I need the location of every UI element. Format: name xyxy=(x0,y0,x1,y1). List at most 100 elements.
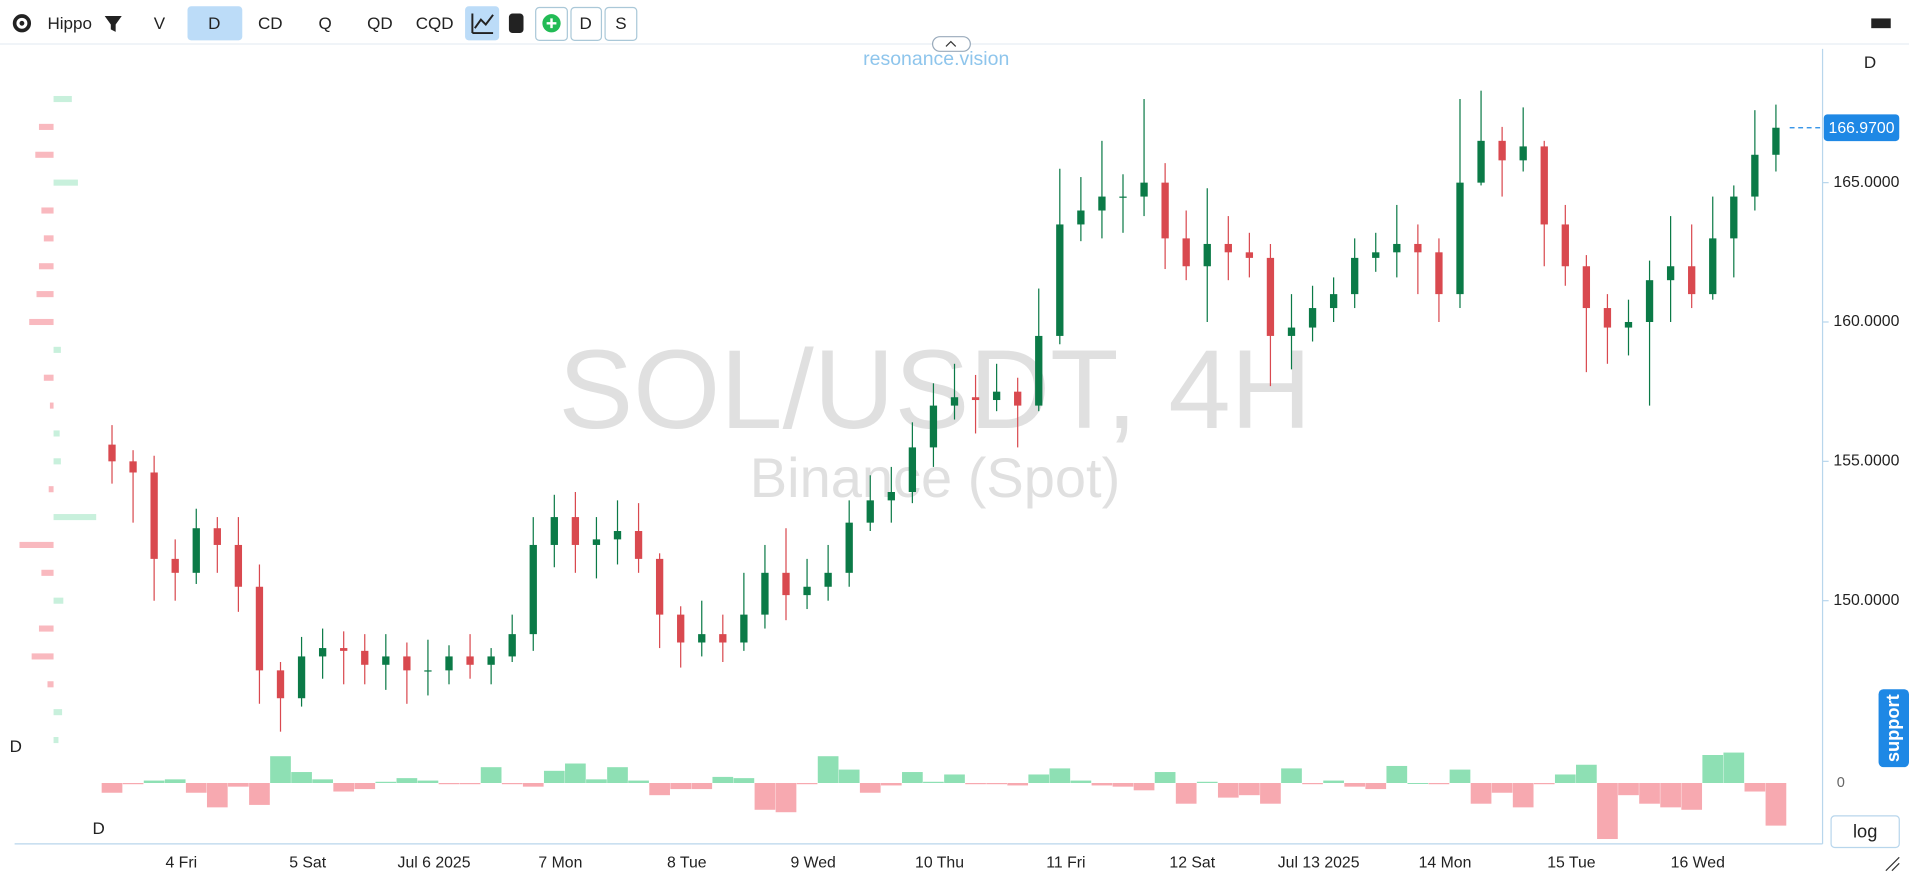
profile-bar xyxy=(43,235,54,242)
tag-label[interactable]: S xyxy=(615,14,626,33)
candle-body xyxy=(171,558,179,573)
timeframe-tab[interactable]: CD xyxy=(258,14,283,33)
candle-body xyxy=(1751,154,1759,197)
delta-bar xyxy=(1723,752,1745,784)
delta-bar xyxy=(1112,783,1134,787)
delta-bar xyxy=(1154,772,1176,784)
delta-tick-label: 0 xyxy=(1837,775,1845,791)
filter-icon[interactable] xyxy=(104,15,122,32)
log-button[interactable] xyxy=(1830,815,1900,849)
candle-body xyxy=(1624,321,1633,328)
tag-box[interactable] xyxy=(604,6,638,41)
profile-bar xyxy=(48,486,54,493)
delta-bar xyxy=(1639,783,1660,804)
chart-icon[interactable] xyxy=(471,13,494,35)
delta-bar xyxy=(1196,781,1218,784)
last-price-label: 166.9700 xyxy=(1829,120,1895,137)
time-tick-label: 8 Tue xyxy=(667,855,707,872)
delta-bar xyxy=(838,769,860,784)
time-tick-label: Jul 6 2025 xyxy=(398,855,471,872)
candle-body xyxy=(824,572,832,587)
candle-body xyxy=(276,670,285,699)
toolbar-title[interactable]: Hippo xyxy=(47,14,92,33)
delta-bar xyxy=(754,783,776,810)
candle-body xyxy=(866,500,874,523)
watermark: resonance.vision xyxy=(863,48,1009,70)
candle-body xyxy=(1308,308,1317,328)
candle-body xyxy=(613,531,622,540)
candle-body xyxy=(1477,140,1485,183)
candle-body xyxy=(150,472,158,559)
candle-body xyxy=(1540,146,1548,225)
delta-bar xyxy=(1217,783,1239,798)
profile-bar xyxy=(36,291,54,298)
timeframe-tab[interactable]: QD xyxy=(367,14,393,33)
add-button[interactable] xyxy=(535,6,568,41)
delta-bar xyxy=(796,783,818,785)
delta-bar xyxy=(965,783,986,785)
candle-body xyxy=(950,397,959,406)
delta-bar xyxy=(228,783,249,787)
tag-label[interactable]: D xyxy=(579,14,591,33)
profile-bar xyxy=(53,736,59,744)
support-tab-label[interactable]: support xyxy=(1882,694,1903,762)
timeframe-tab[interactable]: V xyxy=(154,14,166,33)
delta-bar xyxy=(122,783,144,785)
delta-bar xyxy=(1049,768,1071,784)
delta-bar xyxy=(1323,780,1344,784)
candle-body xyxy=(129,461,137,473)
delta-bar xyxy=(1365,783,1387,790)
delta-bar xyxy=(586,779,607,784)
delta-bar xyxy=(185,783,207,793)
delta-bar xyxy=(333,783,355,792)
candle-body xyxy=(1245,252,1254,258)
candle-body xyxy=(403,656,411,671)
timeframe-tab[interactable]: Q xyxy=(318,14,331,33)
support-tab[interactable] xyxy=(1878,689,1909,768)
candle-body xyxy=(677,614,685,643)
delta-bar xyxy=(1281,768,1302,784)
delta-bar xyxy=(1660,783,1681,808)
candle-body xyxy=(929,405,938,448)
settings-icon[interactable] xyxy=(12,14,32,33)
tag-box[interactable] xyxy=(570,6,603,41)
delta-bar xyxy=(206,783,228,808)
collapse-chevron xyxy=(945,40,957,47)
delta-bar xyxy=(670,783,692,790)
delta-bar xyxy=(1597,783,1618,840)
time-tick-label: 14 Mon xyxy=(1419,855,1472,872)
collapse-button[interactable] xyxy=(931,36,971,52)
delta-bar xyxy=(902,772,923,784)
timeframe-tab[interactable]: CQD xyxy=(416,14,454,33)
delta-bar xyxy=(1091,783,1113,786)
timeframe-tab[interactable]: D xyxy=(208,14,220,33)
candle-body xyxy=(213,528,221,545)
candle-body xyxy=(192,528,200,573)
candle-body xyxy=(255,586,264,671)
delta-bar xyxy=(1302,783,1323,785)
delta-bar xyxy=(691,783,713,790)
delta-bar xyxy=(312,779,333,784)
ruler-icon[interactable] xyxy=(1871,18,1891,29)
candle-body xyxy=(1098,196,1106,211)
candle-body xyxy=(508,634,516,657)
doc-icon[interactable] xyxy=(508,13,524,34)
delta-bar xyxy=(249,783,270,805)
candle-body xyxy=(1203,243,1211,267)
profile-bar xyxy=(35,151,54,158)
profile-bar xyxy=(31,653,54,660)
candle-body xyxy=(361,650,369,665)
active-tab-bg xyxy=(187,6,243,41)
delta-bar xyxy=(1070,780,1092,784)
time-tick-label: 16 Wed xyxy=(1671,855,1725,872)
candle-body xyxy=(592,539,601,545)
delta-bar xyxy=(944,774,965,784)
delta-bar xyxy=(101,783,123,793)
candle-body xyxy=(1035,335,1043,406)
resize-handle[interactable] xyxy=(1885,856,1900,872)
time-tick-label: 7 Mon xyxy=(538,855,582,872)
delta-bar xyxy=(522,783,544,787)
log-button-label[interactable]: log xyxy=(1853,821,1877,842)
profile-bar xyxy=(53,430,60,437)
candle-body xyxy=(1498,140,1506,161)
